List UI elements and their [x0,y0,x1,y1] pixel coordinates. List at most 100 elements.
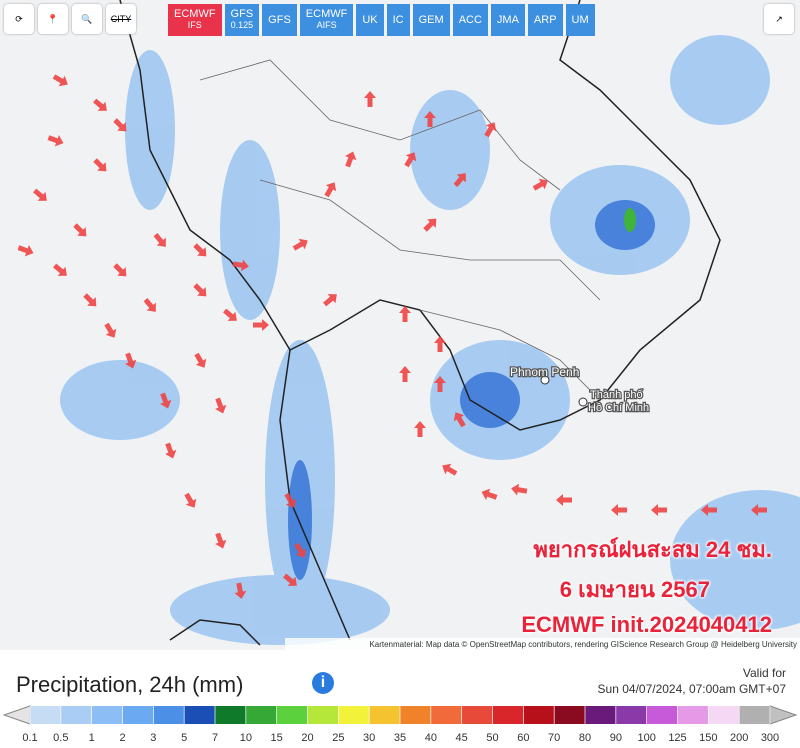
wind-arrow-shape [193,283,207,297]
wind-arrow [324,182,337,198]
model-name: UK [362,13,378,26]
wind-arrow-shape [404,152,417,168]
model-button[interactable]: ACC [452,4,488,36]
wind-arrow [283,573,297,586]
wind-arrow [143,298,156,312]
wind-arrow-shape [424,111,436,127]
model-name: ECMWF [305,8,348,20]
wind-arrow-shape [165,442,177,459]
tick-label: 40 [425,732,437,744]
model-button[interactable]: GEM [412,4,450,36]
legend: Precipitation, 24h (mm) i Valid for Sun … [0,652,800,748]
city-button[interactable]: CITY [106,4,136,34]
wind-arrow [33,188,47,201]
color-cell [245,706,277,724]
model-button[interactable]: ECMWF AIFS [299,4,354,36]
wind-arrow-shape [324,182,337,198]
model-button[interactable]: UK [356,4,384,36]
tick-label: 80 [579,732,591,744]
model-button[interactable]: IC [386,4,410,36]
wind-arrow-shape [47,135,64,147]
color-cell [615,706,647,724]
tick-label: 300 [761,732,779,744]
color-cell [276,706,308,724]
model-button[interactable]: ECMWF IFS [168,4,222,36]
wind-arrow [53,263,67,276]
wind-arrow-shape [511,483,528,496]
wind-arrow [113,263,127,277]
model-name: GFS [230,8,254,20]
tick-label: 5 [181,732,187,744]
wind-arrow [253,319,269,331]
model-button[interactable]: ARP [527,4,563,36]
model-button[interactable]: GFS [262,4,297,36]
wind-arrow [294,542,307,558]
wind-arrow [424,111,436,127]
zoom-button[interactable]: 🔍 [72,4,102,34]
wind-arrow [484,122,497,138]
wind-arrow [83,293,97,307]
wind-arrow-shape [113,263,127,277]
tick-label: 90 [610,732,622,744]
wind-arrow [215,532,227,549]
wind-arrow-shape [283,573,297,586]
wind-arrow-shape [215,532,227,549]
wind-arrow [511,483,528,496]
tick-label: 1 [89,732,95,744]
model-name: ARP [533,13,557,26]
location-button[interactable]: 📍 [38,4,68,34]
share-button[interactable]: ↗ [764,4,794,34]
info-icon[interactable]: i [312,672,334,694]
tick-label: 20 [301,732,313,744]
wind-arrow-shape [651,504,667,516]
wind-arrow-shape [481,488,498,500]
model-button[interactable]: GFS 0.125 [224,4,260,36]
wind-arrow [651,504,667,516]
wind-arrow [284,492,297,508]
wind-arrow-shape [33,188,47,201]
tick-label: 45 [456,732,468,744]
wind-arrow-shape [52,74,68,87]
tick-label: 10 [240,732,252,744]
tick-label: 0.5 [53,732,68,744]
wind-arrow-shape [143,298,156,312]
color-cell [338,706,370,724]
wind-arrow [434,376,446,392]
wind-arrow-shape [442,463,458,476]
wind-arrow-shape [73,223,87,237]
wind-arrow [223,308,237,321]
color-cell [184,706,215,724]
overlay-text: ECMWF init.2024040412 [521,612,772,637]
tick-label: 70 [548,732,560,744]
valid-label: Valid for [742,666,786,680]
color-cell [30,706,61,724]
wind-arrow-shape [194,352,207,368]
wind-arrow [153,233,166,247]
color-cell [677,706,709,724]
refresh-button[interactable]: ⟳ [4,4,34,34]
model-bar: ECMWF IFS GFS 0.125 GFS ECMWF AIFS UK IC GEM ACC JM… [168,4,595,36]
tick-label: 150 [699,732,717,744]
color-cell [585,706,616,724]
wind-arrow [414,421,426,437]
wind-arrow [193,243,207,257]
wind-arrow-shape [423,218,437,232]
wind-arrow-shape [751,504,767,516]
map: Phnom Penh Thành phố Hồ Chí Minh Kartenm… [0,0,800,650]
tick-label: 60 [517,732,529,744]
wind-arrow-shape [223,308,237,321]
wind-arrow-shape [532,178,548,191]
wind-arrow-shape [253,319,269,331]
color-cell [554,706,585,724]
model-button[interactable]: UM [565,4,595,36]
wind-arrow [125,352,137,369]
model-name: UM [571,13,589,26]
model-button[interactable]: JMA [490,4,525,36]
tick-label: 3 [150,732,156,744]
color-cell [461,706,493,724]
wind-arrow-shape [153,233,166,247]
tick-label: 35 [394,732,406,744]
model-name: GFS [268,13,291,26]
model-name: IC [392,13,404,26]
